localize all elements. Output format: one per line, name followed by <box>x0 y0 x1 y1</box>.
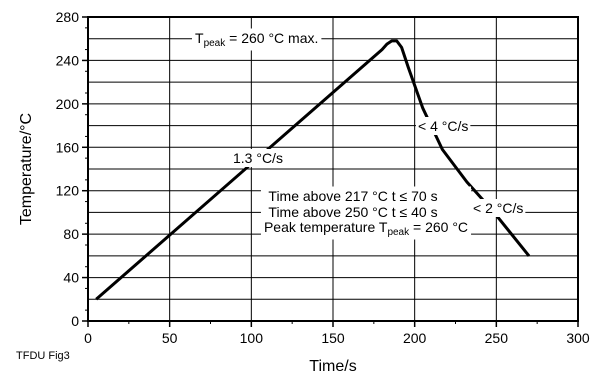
info-line-peak: Peak temperature Tpeak = 260 °C <box>264 219 468 238</box>
y-tick-label: 280 <box>56 9 80 25</box>
y-tick-label: 80 <box>63 226 79 242</box>
rate-label-ramp: 1.3 °C/s <box>233 150 283 166</box>
y-tick-label: 240 <box>56 52 80 68</box>
x-tick-label: 250 <box>485 330 509 346</box>
y-tick-label: 120 <box>56 183 80 199</box>
info-line-250: Time above 250 °C t ≤ 40 s <box>268 204 437 220</box>
x-axis-title: Time/s <box>309 358 356 375</box>
y-axis-title: Temperature/°C <box>18 113 35 225</box>
x-tick-label: 0 <box>84 330 92 346</box>
ticks: 0 40 80 120 160 200 240 280 0 50 100 150 200 250 300 <box>56 9 590 346</box>
x-tick-label: 200 <box>403 330 427 346</box>
info-line-217: Time above 217 °C t ≤ 70 s <box>268 188 437 204</box>
grid <box>88 17 578 321</box>
x-tick-label: 300 <box>566 330 590 346</box>
rate-label-fast-cool: < 4 °C/s <box>418 118 468 134</box>
peak-label: Tpeak = 260 °C max. <box>195 30 318 49</box>
temperature-profile-line <box>95 39 531 301</box>
peak-label-bg <box>192 28 322 51</box>
y-tick-label: 200 <box>56 96 80 112</box>
rate-label-slow-cool: < 2 °C/s <box>473 200 523 216</box>
rate1-label-bg <box>231 149 285 167</box>
y-tick-label: 40 <box>63 270 79 286</box>
y-tick-label: 160 <box>56 139 80 155</box>
info-block-bg <box>260 186 472 240</box>
x-tick-label: 100 <box>240 330 264 346</box>
y-tick-label: 0 <box>71 313 79 329</box>
figure-label: TFDU Fig3 <box>16 350 70 362</box>
rate2-label-bg <box>416 117 471 135</box>
x-tick-label: 150 <box>321 330 345 346</box>
x-tick-label: 50 <box>162 330 178 346</box>
rate3-label-bg <box>471 199 526 217</box>
